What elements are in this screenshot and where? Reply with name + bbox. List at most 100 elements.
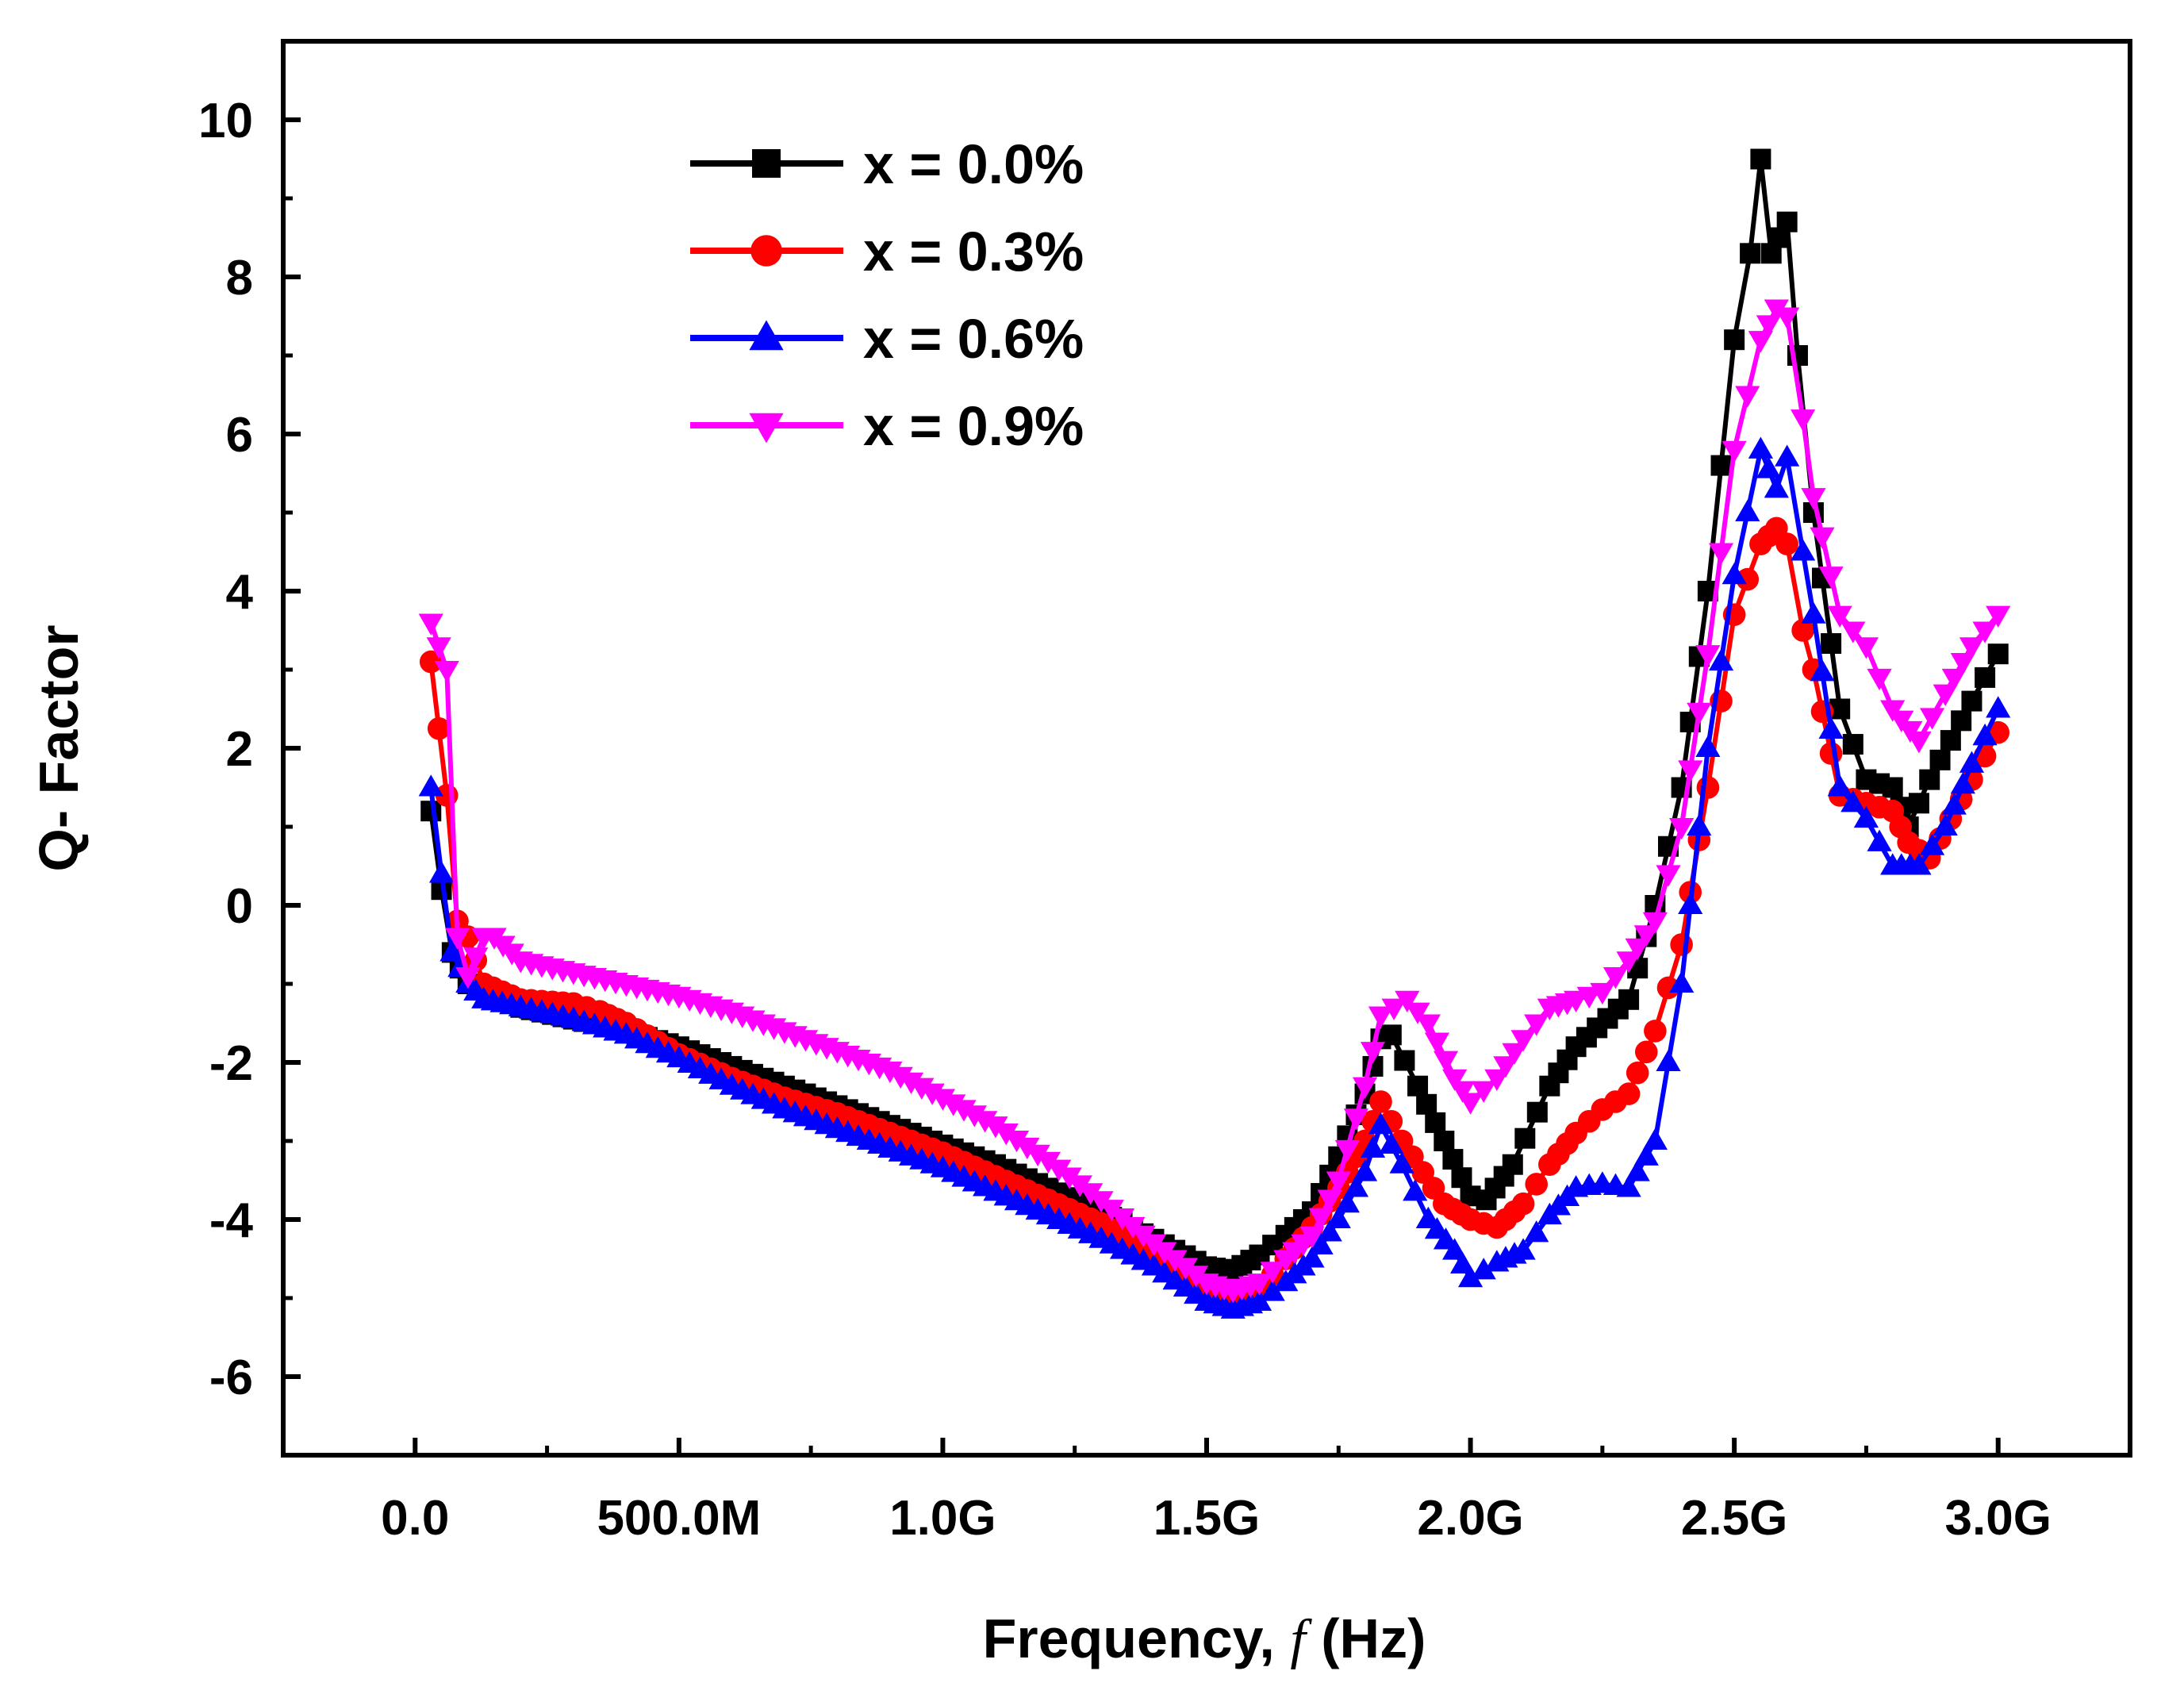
data-point — [1986, 605, 2011, 628]
legend-label: x = 0.6% — [863, 308, 1084, 370]
data-point — [1502, 1043, 1527, 1066]
data-point — [427, 716, 451, 740]
data-point — [1343, 1175, 1369, 1197]
y-tick-label: -6 — [209, 1350, 253, 1405]
data-point — [1756, 315, 1781, 337]
series-x-0-6 — [418, 436, 2011, 1319]
data-point — [1380, 1024, 1402, 1046]
data-point — [1451, 1167, 1472, 1189]
data-point — [1933, 813, 1958, 836]
data-point — [1801, 601, 1826, 624]
data-point — [898, 1072, 924, 1095]
data-point — [1791, 539, 1816, 561]
data-point — [1961, 690, 1982, 712]
data-point — [1442, 1149, 1464, 1170]
data-point — [1525, 1173, 1549, 1196]
data-point — [1493, 1056, 1518, 1078]
data-point — [1986, 696, 2011, 718]
data-point — [444, 928, 470, 950]
data-point — [419, 650, 443, 674]
data-point — [1810, 659, 1835, 682]
data-point — [1394, 1050, 1415, 1071]
data-point — [1710, 455, 1732, 476]
legend-marker — [749, 320, 784, 351]
data-point — [1842, 734, 1864, 755]
data-point — [961, 1105, 987, 1127]
data-point — [1695, 645, 1721, 667]
data-point — [1642, 1127, 1668, 1150]
data-point — [1510, 1238, 1536, 1260]
x-tick-label: 500.0M — [597, 1491, 761, 1546]
data-point — [973, 1111, 998, 1133]
data-point — [455, 967, 481, 989]
data-point — [1025, 1144, 1050, 1167]
data-point — [1524, 1220, 1549, 1243]
data-point — [1775, 532, 1798, 555]
data-point — [1449, 1081, 1476, 1103]
data-point — [1840, 621, 1866, 643]
data-point — [1352, 1077, 1378, 1099]
data-point — [1590, 982, 1615, 1005]
x-axis-title-text: Frequency, — [983, 1608, 1291, 1669]
data-point — [1853, 805, 1879, 828]
data-point — [1642, 912, 1668, 935]
data-point — [1736, 567, 1760, 591]
data-point — [1442, 1069, 1468, 1092]
data-point — [1818, 567, 1844, 589]
x-tick-label: 1.0G — [889, 1491, 996, 1546]
data-point — [1959, 751, 1985, 773]
data-point — [1246, 1273, 1272, 1296]
data-point — [418, 613, 443, 636]
data-point — [1919, 708, 1945, 730]
data-point — [1775, 307, 1800, 329]
data-point — [1633, 925, 1659, 947]
x-axis-title: Frequency, f (Hz) — [983, 1608, 1426, 1670]
data-point — [463, 947, 489, 970]
data-point — [1352, 1159, 1378, 1181]
x-tick-label: 2.5G — [1681, 1491, 1787, 1546]
data-point — [1334, 1190, 1360, 1213]
data-point — [888, 1066, 913, 1089]
data-point — [1919, 833, 1945, 855]
data-point — [1708, 543, 1734, 565]
data-point — [1433, 1051, 1459, 1073]
data-point — [1260, 1279, 1285, 1301]
data-point — [1381, 998, 1407, 1020]
data-point — [1634, 1040, 1658, 1064]
data-point — [1602, 967, 1629, 989]
data-point — [1334, 1139, 1360, 1162]
data-point — [1369, 1090, 1392, 1113]
data-point — [1827, 774, 1852, 797]
data-point — [1776, 211, 1798, 232]
data-point — [1524, 1014, 1549, 1036]
data-point — [1616, 1175, 1641, 1197]
data-point — [1015, 1137, 1040, 1160]
data-point — [919, 1083, 945, 1105]
data-point — [1471, 1081, 1496, 1103]
data-point — [1514, 1127, 1536, 1149]
data-point — [1929, 749, 1951, 770]
data-point — [1626, 1061, 1649, 1085]
data-point — [951, 1100, 977, 1122]
data-point — [1670, 933, 1693, 956]
data-point — [1919, 769, 1940, 790]
legend-label: x = 0.9% — [863, 395, 1084, 457]
data-point — [909, 1077, 935, 1100]
data-point — [1933, 684, 1958, 706]
data-point — [1748, 436, 1773, 459]
y-tick-label: 2 — [226, 722, 253, 777]
data-point — [1735, 499, 1760, 522]
x-tick-label: 3.0G — [1945, 1491, 2052, 1546]
data-point — [1882, 777, 1903, 798]
data-point — [1625, 1159, 1650, 1181]
data-point — [1299, 1246, 1325, 1268]
y-tick-label: 4 — [226, 565, 254, 620]
data-point — [1656, 865, 1681, 887]
data-point — [1975, 666, 1996, 688]
data-point — [1867, 668, 1892, 691]
data-point — [1617, 1082, 1641, 1105]
data-point — [1801, 488, 1826, 510]
series-layer — [418, 148, 2011, 1319]
data-point — [1775, 444, 1800, 467]
x-tick-label: 2.0G — [1417, 1491, 1523, 1546]
